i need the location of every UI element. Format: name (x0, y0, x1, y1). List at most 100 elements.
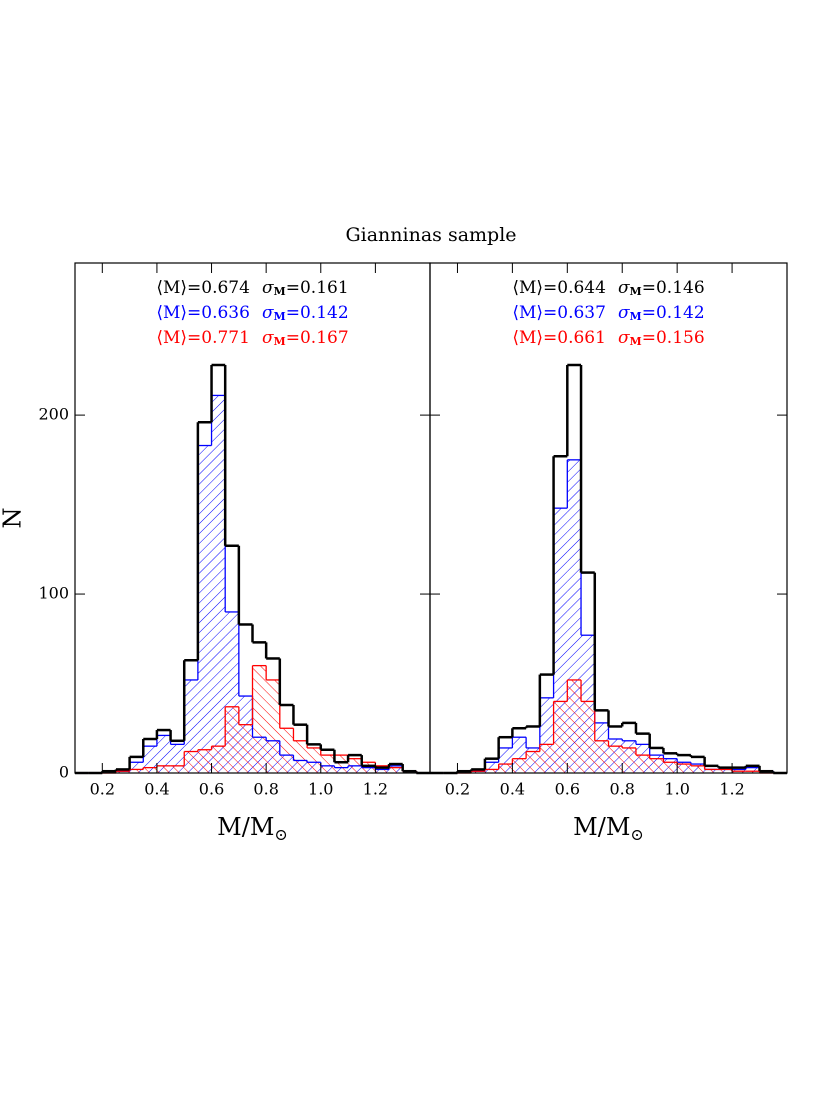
stats-mean: ⟨M⟩=0.771 (156, 328, 250, 348)
histogram-bar (334, 755, 349, 773)
stats-annotation: ⟨M⟩=0.637 σM=0.142 (512, 303, 704, 324)
histogram-bar (745, 771, 760, 773)
histogram-bar (320, 755, 335, 773)
histogram-bar (704, 769, 719, 773)
histogram-bar (594, 740, 609, 773)
x-axis-label-sub: ⊙ (630, 825, 643, 844)
x-tick-label: 0.2 (445, 780, 470, 799)
stats-annotation: ⟨M⟩=0.644 σM=0.146 (512, 278, 704, 299)
stats-sigma-sub: M (630, 285, 642, 298)
stats-annotation: ⟨M⟩=0.636 σM=0.142 (156, 303, 348, 324)
histogram-bar (581, 701, 595, 773)
histogram-bar (389, 767, 403, 773)
stats-sigma-value: =0.161 (286, 278, 349, 298)
histogram-bar (526, 751, 540, 773)
stats-annotation: ⟨M⟩=0.674 σM=0.161 (156, 278, 348, 299)
stats-mean: ⟨M⟩=0.636 (156, 303, 250, 323)
x-tick-label: 0.8 (610, 780, 635, 799)
plot-frame (429, 262, 788, 774)
stats-sigma-sub: M (630, 310, 642, 323)
x-tick-label: 0.8 (253, 780, 278, 799)
histogram-bar (512, 758, 527, 773)
histogram-bar (307, 747, 321, 773)
histogram-bar (225, 706, 239, 773)
histogram-bar (238, 724, 253, 773)
y-tick-label: 200 (38, 405, 69, 424)
stats-sigma: σ (618, 328, 630, 348)
histogram-bar (211, 746, 226, 773)
stats-sigma-sub: M (630, 335, 642, 348)
x-tick-label: 0.4 (144, 780, 169, 799)
x-tick-label: 1.2 (363, 780, 388, 799)
histogram-bar (184, 679, 198, 773)
histogram-bar (649, 758, 664, 773)
histogram-bar (498, 764, 513, 773)
stats-sigma: σ (618, 303, 630, 323)
histogram-bar (567, 679, 582, 773)
x-tick-label: 1.0 (308, 780, 333, 799)
histogram-bar (745, 767, 760, 773)
stats-annotation: ⟨M⟩=0.661 σM=0.156 (512, 328, 704, 349)
x-axis-label-sub: ⊙ (274, 825, 287, 844)
histogram-bar (539, 744, 554, 773)
x-axis-label: M/M⊙ (573, 813, 644, 844)
stats-mean: ⟨M⟩=0.674 (156, 278, 250, 298)
histogram-bar (663, 762, 678, 773)
histogram-bar (608, 746, 623, 773)
histogram-bar (143, 767, 157, 773)
x-tick-label: 0.2 (90, 780, 115, 799)
stats-sigma-value: =0.146 (642, 278, 705, 298)
histogram-bar (252, 665, 267, 773)
histogram-bar (279, 728, 294, 773)
histogram-bar (184, 751, 198, 773)
histogram-bar (129, 762, 144, 773)
histogram-bar (732, 771, 746, 773)
x-tick-label: 1.0 (664, 780, 689, 799)
histogram-bar (677, 764, 691, 773)
stats-sigma-value: =0.156 (642, 328, 705, 348)
stats-sigma: σ (618, 278, 630, 298)
x-axis-label-main: M/M (573, 813, 630, 841)
histogram-bar (293, 740, 308, 773)
histogram-bar (266, 679, 280, 773)
histogram-bar (718, 769, 733, 773)
x-tick-label: 0.4 (500, 780, 525, 799)
x-axis-label: M/M⊙ (217, 813, 288, 844)
stats-sigma-sub: M (274, 310, 286, 323)
stats-annotation: ⟨M⟩=0.771 σM=0.167 (156, 328, 348, 349)
histogram-bar (129, 769, 144, 773)
x-tick-label: 0.6 (555, 780, 580, 799)
stats-sigma: σ (262, 303, 274, 323)
stats-sigma-sub: M (274, 335, 286, 348)
stats-mean: ⟨M⟩=0.637 (512, 303, 606, 323)
x-tick-label: 1.2 (719, 780, 744, 799)
histogram-bar (156, 735, 171, 773)
y-tick-label: 0 (59, 763, 69, 782)
stats-sigma-value: =0.142 (642, 303, 705, 323)
x-tick-label: 0.6 (199, 780, 224, 799)
histogram-bar (197, 445, 212, 773)
histogram-bar (197, 749, 212, 773)
stats-sigma: σ (262, 328, 274, 348)
stats-sigma-value: =0.142 (286, 303, 349, 323)
stats-sigma-value: =0.167 (286, 328, 349, 348)
histogram-bar (143, 746, 157, 773)
stats-sigma-sub: M (274, 285, 286, 298)
histogram-bar (622, 747, 636, 773)
histogram-bar (211, 395, 226, 773)
histogram-bar (115, 771, 130, 773)
stats-sigma: σ (262, 278, 274, 298)
histogram-bar (471, 771, 485, 773)
histogram-bar (170, 765, 185, 773)
histogram-bar (484, 769, 499, 773)
histogram-bar (690, 765, 705, 773)
histogram-bar (635, 755, 650, 773)
y-tick-label: 100 (38, 584, 69, 603)
histogram-bar (484, 762, 499, 773)
stats-mean: ⟨M⟩=0.644 (512, 278, 606, 298)
stats-mean: ⟨M⟩=0.661 (512, 328, 606, 348)
x-axis-label-main: M/M (217, 813, 274, 841)
histogram-bar (156, 765, 171, 773)
figure-title: Gianninas sample (345, 224, 516, 246)
